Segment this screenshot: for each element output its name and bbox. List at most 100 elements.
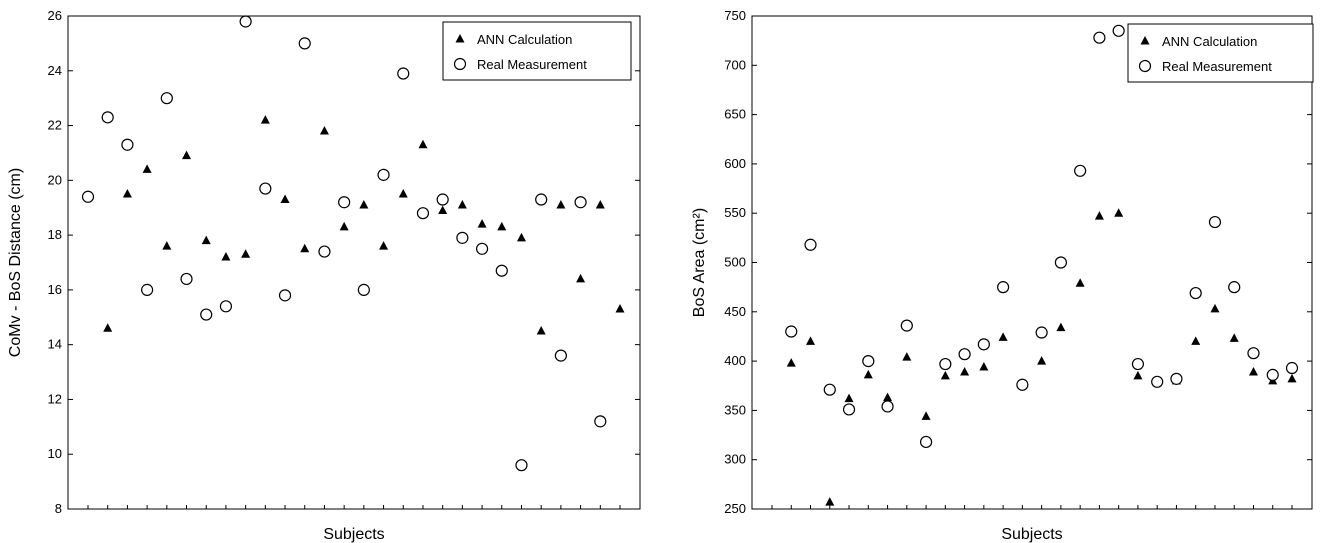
real-point — [239, 15, 252, 28]
series-real-measurement — [785, 24, 1299, 449]
ann-point — [576, 273, 586, 283]
real-point — [436, 193, 449, 206]
plot-frame — [67, 15, 641, 510]
y-tick-label: 22 — [48, 118, 62, 133]
legend: ANN Calculation Real Measurement — [442, 21, 632, 81]
legend-circle-icon — [1138, 59, 1152, 73]
real-point — [574, 196, 587, 209]
x-axis-title: Subjects — [1001, 526, 1062, 543]
ann-point — [825, 497, 835, 506]
ann-point — [902, 352, 912, 361]
ann-point — [1191, 336, 1201, 345]
real-point — [200, 308, 213, 321]
chart-1: 8 10 12 14 16 18 20 22 24 26 Subjects CoMv - BoS Di… — [7, 8, 641, 543]
real-point — [939, 357, 952, 371]
ann-point — [940, 370, 950, 380]
real-point — [1247, 347, 1260, 360]
real-point — [475, 242, 489, 255]
real-point — [515, 459, 528, 472]
y-tick-label: 24 — [48, 63, 62, 78]
real-point — [1189, 286, 1202, 300]
ann-point — [615, 304, 625, 313]
plot-frame — [751, 15, 1313, 510]
ann-point — [844, 393, 854, 403]
real-point — [1035, 326, 1048, 339]
series-real-measurement — [81, 15, 607, 472]
ann-point — [1229, 333, 1239, 342]
real-point — [81, 190, 95, 203]
real-point — [900, 319, 913, 332]
ann-point — [1287, 373, 1297, 383]
real-point — [1228, 281, 1241, 294]
real-point — [1131, 357, 1145, 371]
legend-circle-icon — [453, 57, 467, 71]
y-tick-label: 600 — [724, 156, 746, 171]
x-axis-title: Subjects — [323, 526, 384, 543]
ann-point — [979, 362, 989, 371]
y-tick-label: 26 — [48, 8, 62, 23]
real-point — [1208, 215, 1222, 229]
ann-point — [379, 241, 389, 250]
ann-point — [142, 164, 152, 173]
y-tick-label: 750 — [724, 8, 746, 23]
legend-box — [442, 21, 632, 81]
ann-point — [418, 139, 428, 149]
legend-triangle-icon — [455, 34, 465, 43]
y-tick-label: 18 — [48, 227, 62, 242]
real-point — [397, 67, 410, 80]
real-point — [842, 403, 856, 416]
real-point — [594, 415, 607, 428]
ann-point — [516, 232, 526, 242]
y-tick-label: 700 — [724, 57, 746, 72]
ann-point — [339, 221, 349, 231]
real-point — [357, 283, 370, 296]
y-axis-title: BoS Area (cm²) — [691, 208, 708, 317]
real-point — [1266, 368, 1279, 382]
real-point — [278, 289, 292, 302]
ann-point — [221, 252, 231, 261]
ann-point — [1056, 322, 1066, 332]
y-tick-label: 12 — [48, 391, 62, 406]
series-ann-calculation — [786, 208, 1297, 506]
real-point — [535, 193, 548, 206]
real-point — [785, 325, 798, 338]
ann-point — [806, 336, 816, 345]
real-point — [919, 435, 933, 449]
legend-label: ANN Calculation — [1162, 34, 1257, 49]
real-point — [1151, 375, 1164, 388]
y-tick-label: 450 — [724, 304, 746, 319]
ann-point — [497, 221, 507, 231]
y-tick-label: 20 — [48, 172, 62, 187]
real-point — [121, 138, 134, 151]
ann-point — [300, 243, 310, 253]
real-point — [101, 111, 114, 124]
ann-point — [883, 392, 893, 402]
real-point — [259, 182, 272, 195]
real-point — [977, 338, 990, 351]
ann-point — [1114, 208, 1124, 217]
ann-point — [477, 219, 487, 228]
legend-label: Real Measurement — [477, 57, 587, 72]
y-tick-label: 300 — [724, 452, 746, 467]
real-point — [1054, 256, 1067, 269]
ann-point — [960, 366, 970, 376]
real-point — [219, 300, 233, 313]
ann-point — [1248, 366, 1258, 376]
chart-2: 250 300 350 400 450 500 550 600 650 700 750 Subject… — [691, 8, 1314, 543]
y-tick-label: 16 — [48, 282, 62, 297]
real-point — [377, 168, 390, 181]
ann-point — [1037, 356, 1047, 365]
ann-point — [241, 249, 251, 258]
ann-point — [319, 126, 329, 135]
ann-point — [863, 369, 873, 379]
ann-point — [536, 325, 546, 335]
real-point — [141, 283, 154, 296]
ann-point — [260, 115, 270, 124]
ann-point — [921, 411, 931, 420]
legend: ANN Calculation Real Measurement — [1127, 23, 1314, 83]
ann-point — [201, 235, 211, 245]
ann-point — [786, 358, 796, 367]
y-tick-label: 10 — [48, 446, 62, 461]
real-point — [180, 272, 193, 286]
legend-label: Real Measurement — [1162, 59, 1272, 74]
